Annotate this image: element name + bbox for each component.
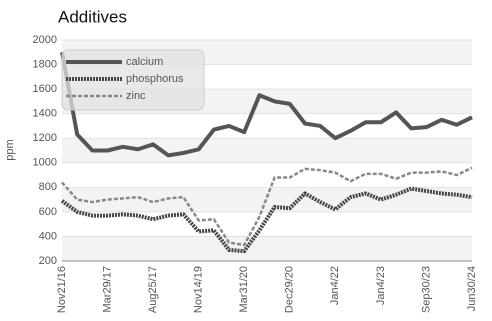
x-tick-label: Mar31/20 <box>238 266 250 312</box>
series-line <box>60 51 473 158</box>
grid-band <box>62 138 472 163</box>
x-tick-label: Jan4/23 <box>375 266 387 305</box>
legend-label: calcium <box>126 56 163 68</box>
grid-band <box>62 187 472 212</box>
series-line <box>60 186 473 254</box>
series-line <box>61 166 473 247</box>
x-tick-label: Mar29/17 <box>101 266 113 312</box>
x-tick-label: Sep30/23 <box>420 266 432 313</box>
grid-band <box>62 236 472 261</box>
y-tick-label: 1000 <box>33 157 57 169</box>
y-tick-label: 1800 <box>33 58 57 70</box>
legend-label: zinc <box>126 90 146 102</box>
y-tick-label: 1200 <box>33 132 57 144</box>
legend: calcium phosphorus zinc <box>61 49 205 111</box>
y-tick-label: 1600 <box>33 83 57 95</box>
x-tick-label: Jun30/24 <box>466 266 478 311</box>
y-axis-label: ppm <box>4 139 16 160</box>
chart-title: Additives <box>58 7 127 26</box>
y-tick-label: 600 <box>39 206 57 218</box>
x-tick-label: Jan4/22 <box>329 266 341 305</box>
y-tick-label: 1400 <box>33 108 57 120</box>
x-tick-label: Dec29/20 <box>284 266 296 313</box>
y-tick-label: 2000 <box>33 34 57 46</box>
x-tick-label: Aug25/17 <box>147 266 159 313</box>
legend-label: phosphorus <box>126 73 184 85</box>
x-tick-label: Nov21/16 <box>56 266 68 313</box>
y-tick-label: 400 <box>39 230 57 242</box>
y-tick-label: 800 <box>39 181 57 193</box>
x-tick-label: Nov14/19 <box>193 266 205 313</box>
y-tick-label: 200 <box>39 255 57 267</box>
